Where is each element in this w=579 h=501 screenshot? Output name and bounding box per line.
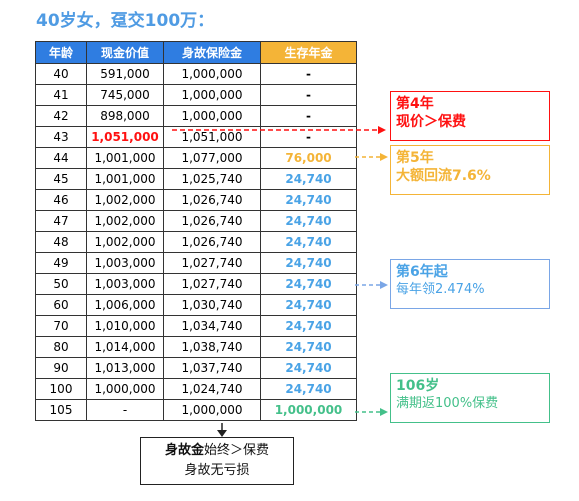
arrow-head-year6: [380, 281, 388, 289]
cell-cash-value: 1,002,000: [86, 210, 164, 232]
arrow-head-down: [217, 430, 227, 437]
cell-death-benefit: 1,038,740: [163, 336, 261, 358]
table-row: 43 1,051,000 1,051,000-: [35, 126, 357, 148]
arrow-head-year4: [378, 126, 386, 134]
cell-age: 105: [35, 399, 87, 421]
cell-cash-value: 1,001,000: [86, 168, 164, 190]
callout-age106: 106岁 满期返100%保费: [390, 373, 550, 423]
header-age: 年龄: [35, 41, 87, 64]
arrow-head-age106: [380, 408, 388, 416]
callout-age106-text: 满期返100%保费: [396, 396, 499, 411]
table-row: 48 1,002,000 1,026,740 24,740: [35, 231, 357, 253]
cell-cash-value: 1,001,000: [86, 147, 164, 169]
cell-death-benefit: 1,000,000: [163, 105, 261, 127]
table-row: 105-1,000,000 1,000,000: [35, 399, 357, 421]
note-bold: 身故金: [164, 443, 204, 458]
callout-year5-title: 第5年: [396, 150, 434, 166]
cell-age: 42: [35, 105, 87, 127]
table-row: 45 1,001,000 1,025,740 24,740: [35, 168, 357, 190]
cell-cash-value: 745,000: [86, 84, 164, 106]
cell-age: 43: [35, 126, 87, 148]
cell-death-benefit: 1,030,740: [163, 294, 261, 316]
table-body: 40 591,000 1,000,000-41 745,000 1,000,000-42…: [35, 63, 357, 421]
cell-cash-value: 898,000: [86, 105, 164, 127]
cell-death-benefit: 1,027,740: [163, 273, 261, 295]
callout-year5-text: 大额回流7.6%: [396, 168, 491, 184]
note-line2: 身故无亏损: [184, 463, 250, 478]
cell-cash-value: 1,002,000: [86, 189, 164, 211]
cell-survival-annuity: 76,000: [260, 147, 357, 169]
cell-death-benefit: 1,000,000: [163, 399, 261, 421]
callout-year4-title: 第4年: [396, 96, 434, 112]
cell-death-benefit: 1,000,000: [163, 63, 261, 85]
table-row: 100 1,000,000 1,024,740 24,740: [35, 378, 357, 400]
table-row: 50 1,003,000 1,027,740 24,740: [35, 273, 357, 295]
callout-year6-text: 每年领2.474%: [396, 282, 485, 297]
cell-age: 48: [35, 231, 87, 253]
callout-year6-title: 第6年起: [396, 264, 448, 280]
cell-cash-value: 1,013,000: [86, 357, 164, 379]
cell-age: 44: [35, 147, 87, 169]
callout-age106-title: 106岁: [396, 378, 440, 394]
cell-survival-annuity: 24,740: [260, 168, 357, 190]
callout-year4: 第4年 现价＞保费: [390, 91, 550, 141]
header-death-benefit: 身故保险金: [163, 41, 261, 64]
header-cash-value: 现金价值: [86, 41, 164, 64]
cell-age: 40: [35, 63, 87, 85]
header-survival-annuity: 生存年金: [260, 41, 357, 64]
cell-death-benefit: 1,025,740: [163, 168, 261, 190]
table-row: 47 1,002,000 1,026,740 24,740: [35, 210, 357, 232]
cell-age: 90: [35, 357, 87, 379]
table-row: 44 1,001,000 1,077,000 76,000: [35, 147, 357, 169]
callout-year4-text: 现价＞保费: [396, 114, 466, 130]
table-row: 40 591,000 1,000,000-: [35, 63, 357, 85]
table-row: 42 898,000 1,000,000-: [35, 105, 357, 127]
cell-death-benefit: 1,051,000: [163, 126, 261, 148]
cell-survival-annuity: 24,740: [260, 210, 357, 232]
table-row: 49 1,003,000 1,027,740 24,740: [35, 252, 357, 274]
arrow-head-year5: [380, 153, 388, 161]
benefit-table: 年龄 现金价值 身故保险金 生存年金 40 591,000 1,000,000-41…: [35, 41, 357, 421]
cell-survival-annuity: 24,740: [260, 336, 357, 358]
note-rest: 始终＞保费: [204, 443, 270, 458]
cell-death-benefit: 1,000,000: [163, 84, 261, 106]
callout-year5: 第5年 大额回流7.6%: [390, 145, 550, 195]
table-header-row: 年龄 现金价值 身故保险金 生存年金: [35, 41, 357, 64]
page-title: 40岁女，趸交100万：: [36, 11, 215, 31]
death-benefit-note: 身故金始终＞保费 身故无亏损: [140, 437, 294, 485]
cell-death-benefit: 1,026,740: [163, 231, 261, 253]
cell-survival-annuity: 1,000,000: [260, 399, 357, 421]
callout-year6: 第6年起 每年领2.474%: [390, 259, 550, 309]
table-row: 41 745,000 1,000,000-: [35, 84, 357, 106]
